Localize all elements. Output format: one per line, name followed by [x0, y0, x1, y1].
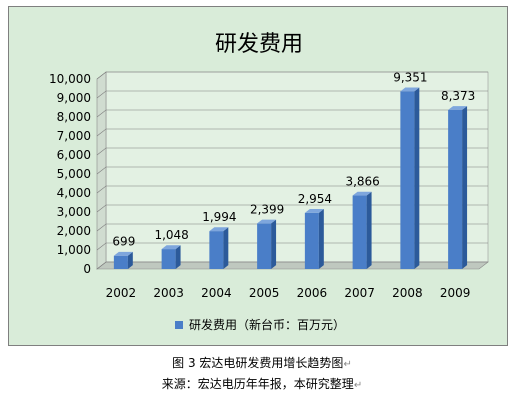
bar-front — [304, 212, 319, 269]
gridline — [96, 147, 488, 156]
chart-floor — [96, 261, 489, 270]
y-tick-label: 8,000 — [57, 110, 91, 124]
bar — [161, 245, 181, 269]
bar-top — [304, 209, 324, 213]
gridline — [96, 109, 488, 118]
y-tick-label: 10,000 — [49, 72, 91, 86]
x-tick-label: 2002 — [106, 286, 137, 300]
chart-frame: 0 1,000 2,000 3,000 4,000 5,000 6,000 7,000 8,00… — [8, 6, 508, 346]
data-label: 1,048 — [154, 228, 188, 242]
data-label: 1,994 — [202, 210, 236, 224]
bar-side — [271, 219, 277, 269]
bar-side — [318, 209, 324, 269]
data-label: 8,373 — [441, 89, 475, 103]
legend-label: 研发费用（新台币：百万元） — [189, 317, 345, 332]
data-label: 3,866 — [345, 175, 379, 189]
bar-top — [352, 191, 372, 196]
bar-front — [257, 223, 272, 269]
bar — [257, 219, 277, 269]
bar-side — [414, 87, 420, 269]
bar — [448, 106, 468, 270]
gridline — [96, 71, 488, 80]
y-tick-label: 3,000 — [57, 205, 91, 219]
chart-title: 研发费用 — [215, 32, 303, 57]
source-caption: 来源：宏达电历年年报，本研究整理↵ — [0, 375, 524, 392]
bar — [400, 87, 420, 270]
y-tick-label: 4,000 — [57, 186, 91, 200]
y-tick-label: 5,000 — [57, 167, 91, 181]
bar — [304, 209, 324, 269]
bar-top — [161, 245, 181, 250]
y-tick-label: 0 — [83, 262, 91, 276]
data-label: 2,399 — [250, 202, 284, 216]
bar-side — [366, 191, 372, 269]
bar-side — [223, 227, 229, 269]
bar-top — [113, 251, 133, 256]
data-label: 9,351 — [393, 70, 427, 84]
x-tick-label: 2009 — [440, 286, 471, 300]
bar-top — [257, 219, 277, 224]
gridline — [96, 90, 488, 99]
x-tick-label: 2008 — [392, 286, 423, 300]
bar-front — [113, 255, 128, 269]
y-tick-label: 2,000 — [57, 224, 91, 238]
paragraph-mark-icon: ↵ — [343, 359, 352, 370]
bar-side — [175, 245, 181, 269]
bar — [352, 191, 372, 269]
y-tick-label: 9,000 — [57, 91, 91, 105]
figure-caption-text: 图 3 宏达电研发费用增长趋势图 — [172, 356, 344, 370]
gridline — [96, 128, 488, 137]
bar — [209, 227, 229, 269]
gridline — [96, 166, 488, 175]
bar — [113, 251, 133, 269]
x-tick-label: 2006 — [297, 286, 328, 300]
bar-side — [127, 251, 133, 269]
bar-front — [209, 231, 224, 269]
x-tick-label: 2007 — [344, 286, 375, 300]
data-label: 699 — [112, 235, 135, 249]
paragraph-mark-icon: ↵ — [353, 380, 363, 391]
bar-front — [400, 91, 415, 270]
bar-top — [448, 106, 468, 110]
source-caption-text: 来源：宏达电历年年报，本研究整理 — [161, 377, 354, 391]
y-tick-label: 6,000 — [57, 148, 91, 162]
data-label: 2,954 — [298, 192, 332, 206]
figure-caption: 图 3 宏达电研发费用增长趋势图↵ — [0, 354, 524, 371]
legend: 研发费用（新台币：百万元） — [175, 317, 345, 332]
y-tick-label: 7,000 — [57, 129, 91, 143]
legend-swatch — [175, 321, 183, 329]
bar-front — [161, 249, 176, 269]
bar-top — [209, 227, 229, 232]
x-tick-label: 2003 — [153, 286, 184, 300]
bar-chart: 0 1,000 2,000 3,000 4,000 5,000 6,000 7,000 8,00… — [49, 32, 489, 332]
x-tick-label: 2005 — [249, 286, 280, 300]
gridline — [96, 185, 488, 194]
bar-front — [352, 195, 367, 269]
y-tick-label: 1,000 — [57, 243, 91, 257]
bar-top — [400, 87, 420, 92]
x-tick-label: 2004 — [201, 286, 232, 300]
bar-side — [462, 106, 468, 269]
bar-front — [448, 109, 463, 270]
